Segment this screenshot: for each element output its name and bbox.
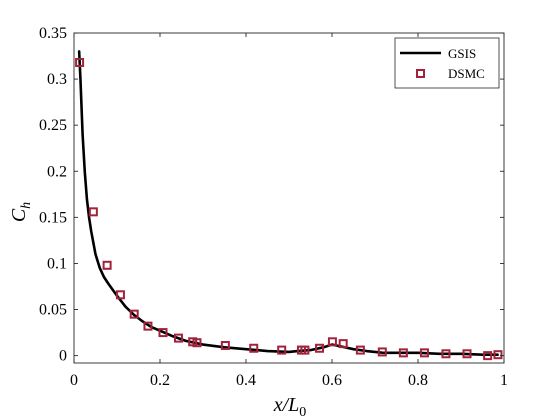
x-tick-label: 0.6 (322, 372, 342, 389)
dsmc-marker (315, 343, 325, 353)
dsmc-marker (462, 349, 472, 359)
y-axis-label-sub: h (19, 202, 34, 209)
x-tick-label: 0.2 (150, 372, 170, 389)
y-tick-label: 0.15 (39, 209, 67, 226)
legend-gsis-label: GSIS (448, 46, 476, 61)
dsmc-marker (355, 345, 365, 355)
dsmc-marker (277, 345, 287, 355)
axis-ticks: 0 0.2 0.4 0.6 0.8 1 0 0.05 0.1 0.15 0.2 0.25 0.3 0.35 (39, 25, 508, 389)
x-axis-label: x/L0 (273, 394, 307, 420)
y-tick-label: 0.1 (47, 255, 67, 272)
dsmc-marker (419, 348, 429, 358)
y-tick-label: 0.05 (39, 302, 67, 319)
legend: GSIS DSMC (394, 37, 500, 89)
dsmc-marker (441, 349, 451, 359)
dsmc-marker (115, 290, 125, 300)
dsmc-marker (173, 333, 183, 343)
x-axis-label-sub: 0 (299, 405, 306, 420)
y-axis-label: Ch (8, 202, 34, 222)
axes-frame (73, 32, 505, 364)
x-tick-label: 0 (70, 372, 78, 389)
gsis-line (77, 50, 499, 356)
dsmc-marker (143, 321, 153, 331)
x-axis-label-main: x/L (273, 394, 300, 416)
y-tick-label: 0.25 (39, 117, 67, 134)
x-tick-label: 0.8 (408, 372, 428, 389)
y-axis-label-main: C (8, 208, 30, 222)
dsmc-marker (192, 338, 202, 348)
legend-box (394, 37, 500, 89)
dsmc-marker (102, 260, 112, 270)
dsmc-marker (129, 309, 139, 319)
dsmc-marker (493, 350, 503, 360)
y-tick-label: 0.35 (39, 25, 67, 42)
y-tick-label: 0.2 (47, 163, 67, 180)
dsmc-marker (300, 345, 310, 355)
dsmc-marker (249, 343, 259, 353)
dsmc-marker (75, 58, 85, 67)
dsmc-marker (398, 348, 408, 358)
legend-dsmc-label: DSMC (448, 66, 485, 81)
dsmc-marker (220, 340, 230, 350)
x-tick-label: 0.4 (236, 372, 256, 389)
x-tick-label: 1 (500, 372, 508, 389)
plot-area (75, 50, 503, 361)
dsmc-marker (338, 339, 348, 349)
y-tick-label: 0.3 (47, 71, 67, 88)
dsmc-marker (327, 337, 337, 347)
legend-dsmc-marker (416, 69, 425, 78)
dsmc-marker (158, 328, 168, 338)
y-tick-label: 0 (59, 348, 67, 365)
dsmc-marker (88, 207, 98, 217)
dsmc-marker (377, 347, 387, 357)
dsmc-marker (483, 351, 493, 361)
